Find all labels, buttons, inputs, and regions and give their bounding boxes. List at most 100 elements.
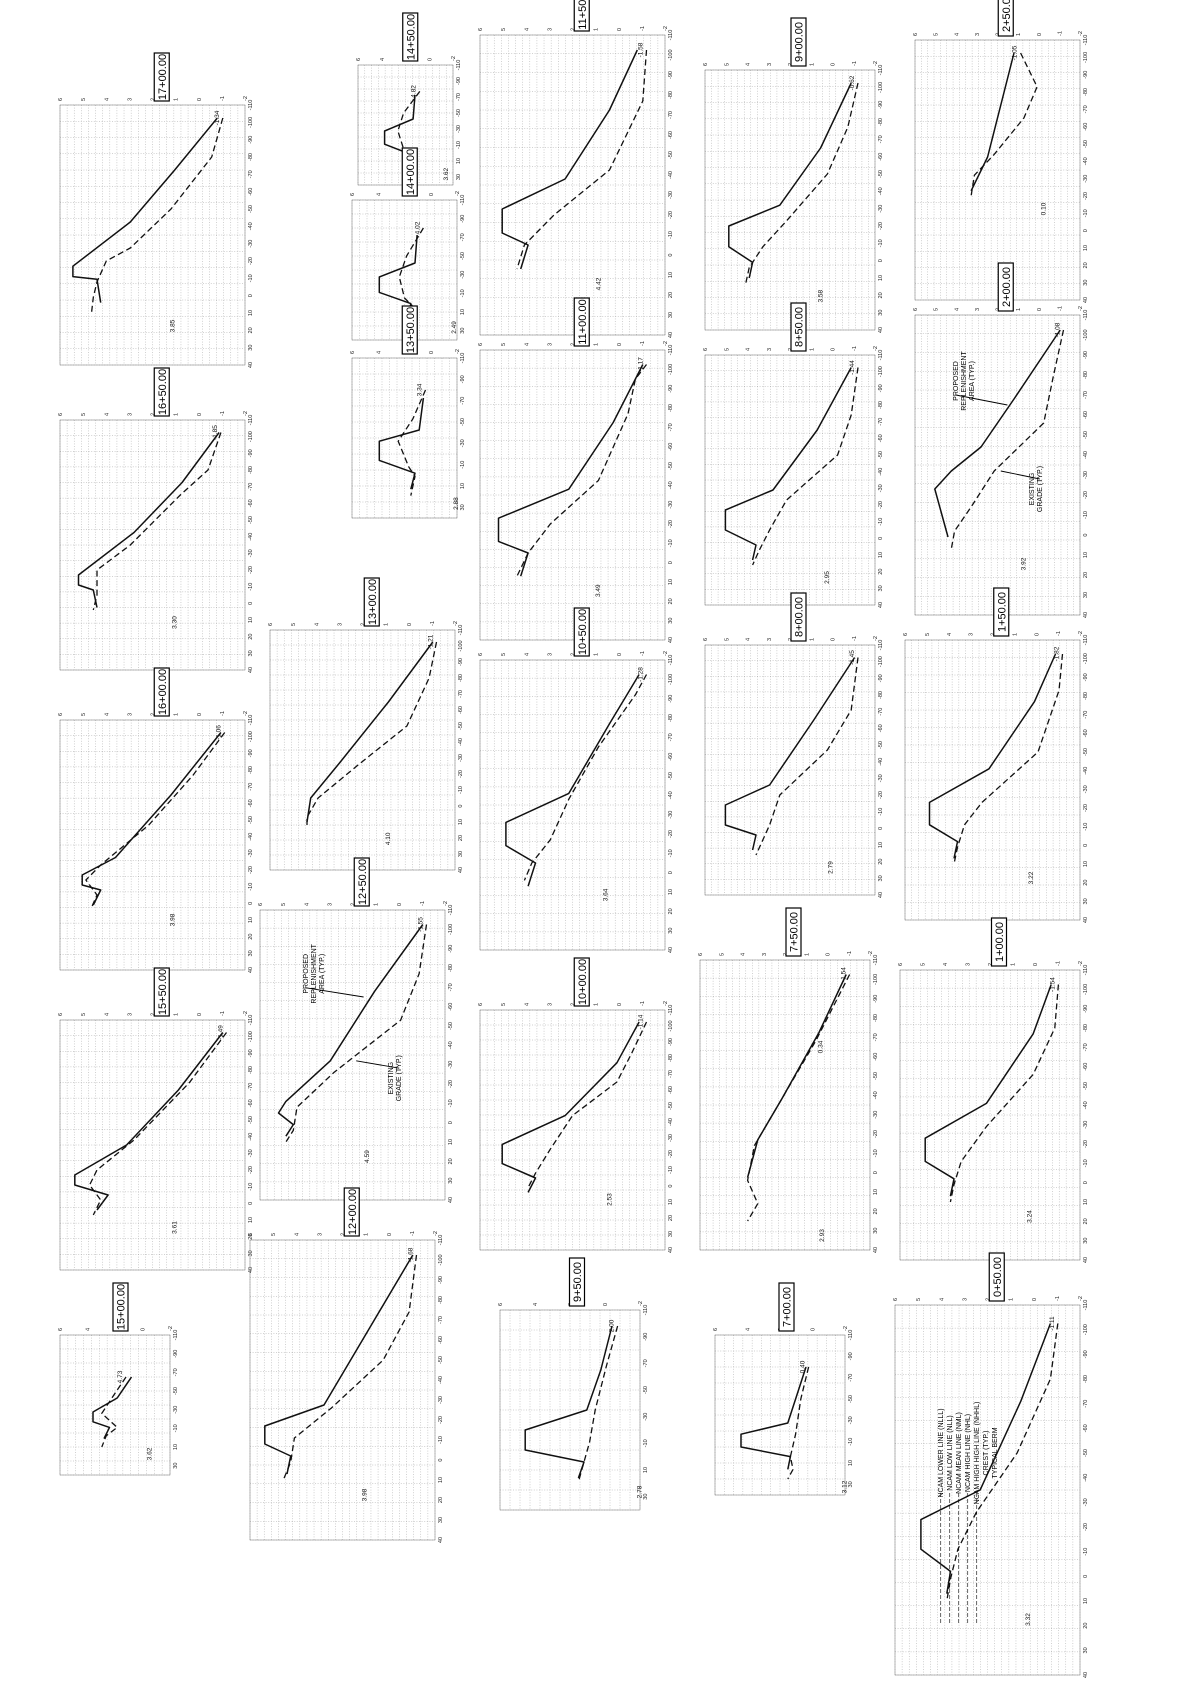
svg-text:9+50.00: 9+50.00	[572, 1262, 584, 1302]
proposed-profile-line	[505, 674, 640, 887]
x-tick-label: -70	[248, 170, 254, 178]
section-panel-17+00.00: -110-100-90-80-70-60-50-40-30-20-1001020…	[58, 52, 254, 368]
svg-text:14+50.00: 14+50.00	[405, 14, 417, 60]
x-tick-label: -40	[878, 468, 884, 476]
x-tick-label: -80	[668, 91, 674, 99]
y-tick-label: 2	[151, 98, 157, 101]
proposed-profile-line	[920, 1323, 1052, 1594]
y-tick-label: -1	[1056, 961, 1062, 966]
x-tick-label: -70	[643, 1359, 649, 1367]
existing-grade-line	[787, 1366, 810, 1480]
y-tick-label: 1	[1016, 33, 1022, 36]
x-tick-label: 30	[248, 950, 254, 956]
x-tick-label: 10	[643, 1467, 649, 1473]
x-tick-label: -70	[848, 1374, 854, 1382]
x-tick-label: 10	[458, 819, 464, 825]
y-tick-label: 0	[617, 28, 623, 31]
x-tick-label: -110	[1083, 965, 1089, 976]
x-tick-label: 20	[438, 1497, 444, 1503]
proposed-profile-line	[746, 974, 847, 1178]
x-tick-label: -110	[173, 1330, 179, 1341]
end-value-right: 3.61	[172, 1221, 179, 1234]
x-tick-label: -70	[173, 1368, 179, 1376]
x-tick-label: -30	[1083, 785, 1089, 793]
end-value-left: -1.34	[214, 110, 221, 125]
x-tick-label: 30	[438, 1517, 444, 1523]
x-tick-label: 0	[1083, 1575, 1089, 1578]
y-tick-label: -2	[873, 346, 879, 351]
y-tick-label: 4	[104, 1013, 110, 1016]
y-tick-label: 6	[703, 348, 709, 351]
x-tick-label: -20	[438, 1416, 444, 1424]
x-tick-label: -110	[668, 345, 674, 356]
y-tick-label: 5	[81, 413, 87, 416]
x-tick-label: 40	[878, 892, 884, 898]
y-tick-label: 0	[197, 713, 203, 716]
x-tick-label: -40	[668, 791, 674, 799]
svg-text:13+50.00: 13+50.00	[405, 307, 417, 353]
x-tick-label: -40	[1083, 157, 1089, 165]
y-tick-label: -1	[220, 96, 226, 101]
x-tick-label: -40	[458, 738, 464, 746]
x-tick-label: -10	[643, 1439, 649, 1447]
y-tick-label: 0	[617, 343, 623, 346]
section-panel-16+50.00: -110-100-90-80-70-60-50-40-30-20-1001020…	[58, 367, 254, 673]
y-tick-label: 0	[1033, 963, 1039, 966]
y-tick-label: 0	[407, 623, 413, 626]
x-tick-label: 30	[878, 310, 884, 316]
x-tick-label: -50	[1083, 1082, 1089, 1090]
x-tick-label: 40	[1083, 297, 1089, 303]
y-tick-label: 3	[767, 638, 773, 641]
end-value-right: 3.98	[362, 1488, 369, 1501]
y-tick-label: 6	[498, 1303, 504, 1306]
section-panel-7+50.00: -110-100-90-80-70-60-50-40-30-20-1001020…	[698, 907, 879, 1253]
x-tick-label: -110	[460, 353, 466, 364]
svg-text:NCAM LOWER LINE (NLLL): NCAM LOWER LINE (NLLL)	[938, 1408, 945, 1497]
mid-value: 0.34	[817, 1040, 824, 1053]
x-tick-label: -20	[1083, 804, 1089, 812]
x-tick-label: -90	[456, 77, 462, 85]
y-tick-label: 0	[1032, 1298, 1038, 1301]
y-tick-label: -2	[1078, 1296, 1084, 1301]
x-tick-label: -80	[1083, 1024, 1089, 1032]
y-tick-label: 0	[427, 58, 433, 61]
proposed-profile-line	[724, 657, 856, 851]
x-tick-label: -30	[448, 1061, 454, 1069]
y-tick-label: 5	[719, 953, 725, 956]
x-tick-label: -110	[248, 415, 254, 426]
x-tick-label: -60	[878, 434, 884, 442]
y-tick-label: 6	[258, 903, 264, 906]
y-tick-label: 0	[141, 1328, 147, 1331]
x-tick-label: -20	[248, 257, 254, 265]
proposed-profile-line	[740, 1366, 807, 1470]
end-value-right: 3.58	[817, 289, 824, 302]
x-tick-label: 10	[460, 483, 466, 489]
end-value-right: 3.64	[603, 888, 610, 901]
x-tick-label: -10	[248, 883, 254, 891]
x-tick-label: 40	[1083, 612, 1089, 618]
end-value-right: 3.24	[1026, 1210, 1033, 1223]
x-tick-label: -80	[1083, 1375, 1089, 1383]
end-value-right: 3.85	[170, 319, 177, 332]
existing-grade-line	[577, 1325, 619, 1483]
x-tick-label: 40	[668, 637, 674, 643]
x-tick-label: -30	[878, 484, 884, 492]
existing-grade-line	[285, 924, 428, 1143]
x-tick-label: 30	[643, 1494, 649, 1500]
x-tick-label: -70	[460, 397, 466, 405]
x-tick-label: -60	[878, 153, 884, 161]
x-tick-label: -50	[460, 418, 466, 426]
x-tick-label: 20	[1083, 1623, 1089, 1629]
x-tick-label: -50	[878, 170, 884, 178]
x-tick-label: 30	[1083, 898, 1089, 904]
x-tick-label: -100	[878, 366, 884, 377]
y-tick-label: 0	[826, 953, 832, 956]
y-tick-label: -1	[640, 1001, 646, 1006]
x-tick-label: -60	[458, 706, 464, 714]
x-tick-label: 0	[438, 1458, 444, 1461]
end-value-left: 4.02	[414, 221, 421, 234]
x-tick-label: -50	[248, 205, 254, 213]
x-tick-label: 10	[248, 310, 254, 316]
x-tick-label: -90	[248, 1049, 254, 1057]
end-value-left: -0.62	[849, 75, 856, 90]
